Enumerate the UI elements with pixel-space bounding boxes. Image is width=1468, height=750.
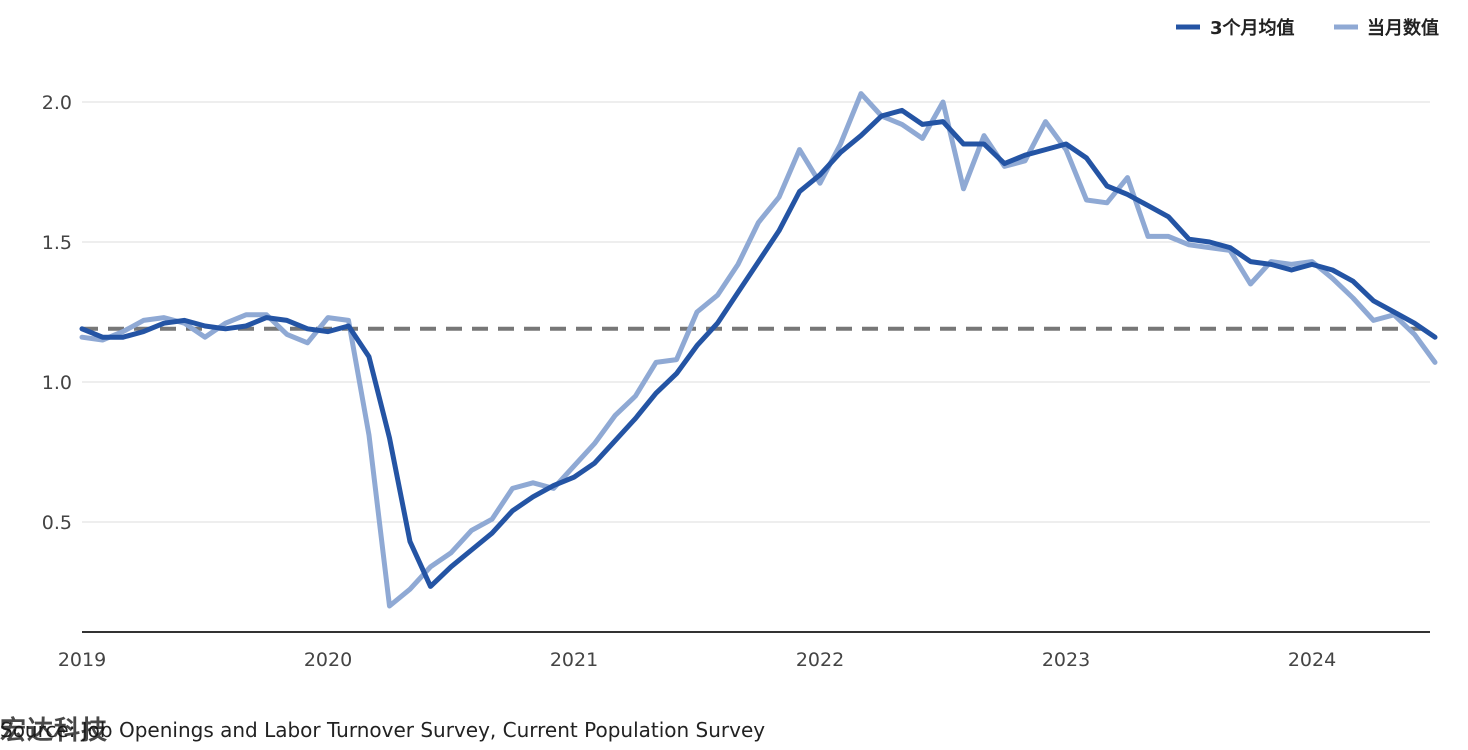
series-lines	[79, 91, 1438, 609]
series-line-3-month-average	[79, 107, 1438, 589]
source-note: Source: Job Openings and Labor Turnover …	[0, 718, 766, 742]
x-tick-label: 2020	[304, 649, 352, 671]
x-tick-label: 2022	[796, 649, 844, 671]
y-tick-label: 1.5	[42, 232, 72, 254]
series-line-monthly-value	[79, 91, 1438, 609]
y-tick-label: 2.0	[42, 92, 72, 114]
x-tick-label: 2021	[550, 649, 598, 671]
y-tick-labels: 0.5 1.0 1.5 2.0	[42, 92, 72, 534]
legend-label-3-month-average: 3个月均值	[1210, 17, 1295, 39]
watermark-logo: 宏达科技	[0, 716, 109, 746]
legend: 3个月均值 当月数值	[1176, 17, 1439, 39]
y-gridlines	[82, 101, 1430, 523]
y-tick-label: 0.5	[42, 512, 72, 534]
x-tick-label: 2023	[1042, 649, 1090, 671]
legend-label-monthly-value: 当月数值	[1367, 17, 1439, 39]
x-tick-labels: 2019 2020 2021 2022 2023 2024	[58, 649, 1336, 671]
y-tick-label: 1.0	[42, 372, 72, 394]
x-tick-label: 2019	[58, 649, 106, 671]
x-tick-label: 2024	[1288, 649, 1336, 671]
